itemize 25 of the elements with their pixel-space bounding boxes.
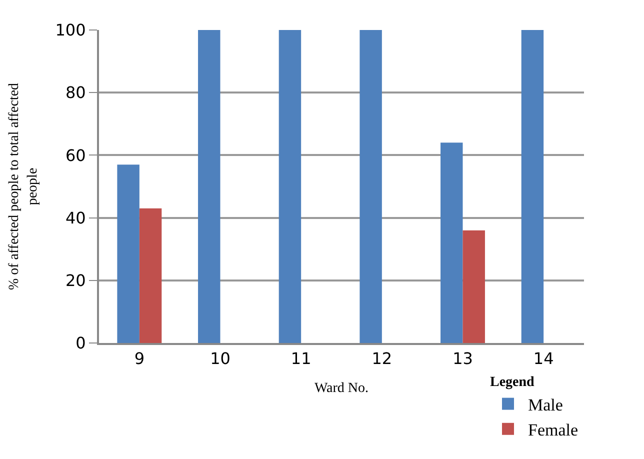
legend-label: Female xyxy=(528,420,578,440)
y-tick-label: 100 xyxy=(55,20,86,40)
bar xyxy=(360,30,382,343)
y-tick-label: 80 xyxy=(65,83,86,102)
bar xyxy=(278,30,302,343)
y-tick-label: 40 xyxy=(65,208,86,228)
x-tick-label: 12 xyxy=(372,349,392,368)
legend-label: Male xyxy=(528,395,563,414)
x-tick-label: 11 xyxy=(290,349,312,368)
bar xyxy=(198,30,220,343)
y-tick-label: 60 xyxy=(65,146,86,165)
x-tick-label: 13 xyxy=(452,349,473,368)
bar xyxy=(139,208,162,343)
x-tick-label: 14 xyxy=(533,349,554,368)
legend-title: Legend xyxy=(490,375,535,390)
y-tick-label: 20 xyxy=(65,271,86,290)
bar xyxy=(521,30,544,343)
y-tick-label: 0 xyxy=(76,334,86,353)
x-tick-label: 10 xyxy=(210,349,230,368)
x-axis-title: Ward No. xyxy=(314,381,369,396)
x-tick-label: 9 xyxy=(134,349,145,368)
y-axis-title: % of affected people to total affected people xyxy=(7,82,40,290)
bar xyxy=(462,230,485,343)
bar xyxy=(117,164,140,343)
bar xyxy=(440,142,463,343)
